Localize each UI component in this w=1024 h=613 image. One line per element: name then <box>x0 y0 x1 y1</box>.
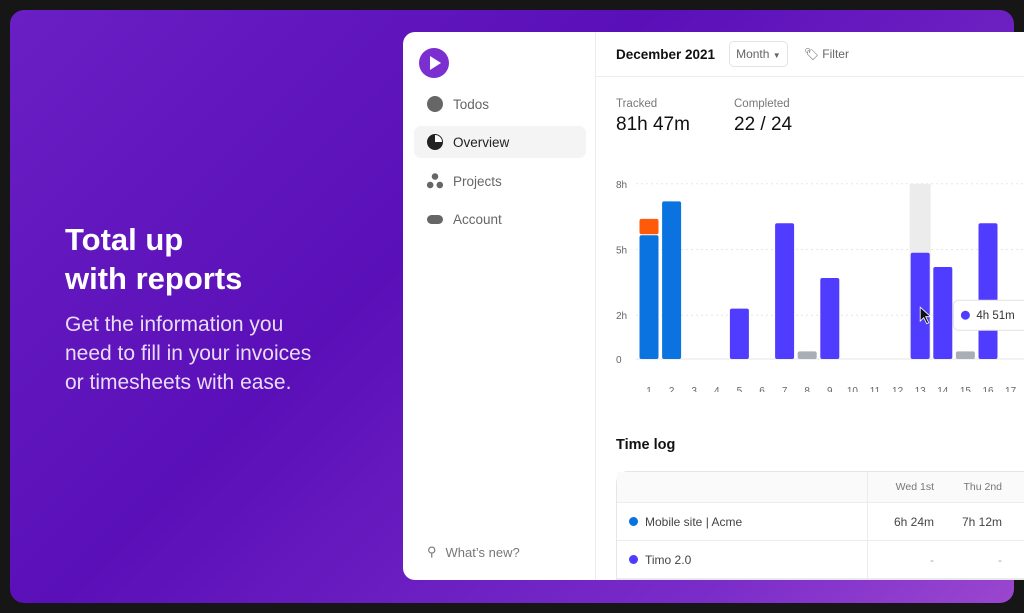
x-tick-label: 4 <box>714 386 720 392</box>
x-tick-label: 14 <box>937 386 949 392</box>
bar <box>639 218 659 235</box>
x-tick-label: 6 <box>759 386 765 392</box>
x-tick-label: 11 <box>870 386 881 392</box>
check-circle-icon <box>427 96 443 112</box>
bar <box>910 252 930 359</box>
tag-icon: 🏷︎ <box>803 47 819 61</box>
x-tick-label: 2 <box>669 386 675 392</box>
cell: - <box>930 552 934 567</box>
rocket-icon: ⚲ <box>427 544 437 559</box>
sidebar: Todos Overview Projects Account ⚲ What’s … <box>403 32 596 580</box>
y-tick-label: 8h <box>616 180 627 191</box>
y-tick-label: 2h <box>616 311 627 322</box>
project-color-dot <box>629 517 638 526</box>
x-tick-label: 9 <box>827 386 833 392</box>
hero: Total up with reports Get the informatio… <box>65 220 311 397</box>
x-tick-label: 17 <box>1005 386 1017 392</box>
completed-value: 22 / 24 <box>734 114 793 135</box>
cursor-icon <box>919 306 932 325</box>
sidebar-item-label: Projects <box>453 173 502 189</box>
tooltip-dot <box>960 310 970 320</box>
tooltip <box>952 299 1024 331</box>
sidebar-item-label: Overview <box>453 134 510 150</box>
tooltip-value: 4h 51m <box>976 310 1014 322</box>
cell: - <box>998 552 1002 567</box>
sidebar-item-overview[interactable]: Overview <box>414 126 586 158</box>
time-log-title: Time log <box>616 437 676 453</box>
completed-stat: Completed 22 / 24 <box>734 98 792 136</box>
range-select[interactable]: Month ▼ <box>729 41 788 67</box>
range-value: Month <box>736 47 770 61</box>
dots-icon <box>427 173 443 189</box>
x-tick-label: 10 <box>847 386 859 392</box>
pie-chart-icon <box>427 134 443 150</box>
whats-new-link[interactable]: ⚲ What’s new? <box>427 544 520 560</box>
table-header: Wed 1st Thu 2nd <box>617 472 1024 503</box>
table-row[interactable]: Mobile site | Acme 6h 24m 7h 12m <box>617 503 1024 541</box>
hero-title: Total up with reports <box>65 222 243 296</box>
bar <box>820 277 840 359</box>
app-logo[interactable] <box>419 48 449 78</box>
toggle-icon <box>427 214 443 224</box>
sidebar-item-label: Account <box>453 211 502 227</box>
tracked-label: Tracked <box>616 98 658 110</box>
bar <box>978 223 998 359</box>
table-row[interactable]: Timo 2.0 - - <box>617 541 1024 579</box>
bar <box>662 201 682 359</box>
project-name: Timo 2.0 <box>645 552 692 567</box>
x-tick-label: 7 <box>782 386 788 392</box>
cell: 6h 24m <box>893 514 934 529</box>
cell: 7h 12m <box>961 514 1002 529</box>
project-name: Mobile site | Acme <box>645 514 743 529</box>
filter-label: Filter <box>822 47 849 61</box>
x-tick-label: 8 <box>804 386 810 392</box>
y-tick-label: 5h <box>616 246 627 257</box>
main-content: December 2021 Month ▼ 🏷︎ Filter Tracked 8… <box>596 32 1024 580</box>
sidebar-item-projects[interactable]: Projects <box>414 165 586 197</box>
x-tick-label: 12 <box>892 386 904 392</box>
tracked-value: 81h 47m <box>616 114 690 135</box>
column-header: Thu 2nd <box>963 481 1002 493</box>
x-tick-label: 3 <box>691 386 697 392</box>
hero-subtitle: Get the information you need to fill in … <box>65 313 312 394</box>
x-tick-label: 5 <box>737 386 743 392</box>
sidebar-item-label: Todos <box>453 96 490 112</box>
y-tick-label: 0 <box>616 355 622 366</box>
sidebar-item-todos[interactable]: Todos <box>414 88 586 120</box>
completed-label: Completed <box>734 98 790 110</box>
filter-button[interactable]: 🏷︎ Filter <box>804 47 849 61</box>
app-window: Todos Overview Projects Account ⚲ What’s … <box>403 32 1024 580</box>
caret-down-icon: ▼ <box>772 51 781 60</box>
bar <box>955 351 975 359</box>
x-tick-label: 1 <box>646 386 652 392</box>
x-tick-label: 16 <box>982 386 994 392</box>
bar <box>933 267 953 359</box>
column-header: Wed 1st <box>895 481 934 493</box>
whats-new-label: What’s new? <box>445 544 520 560</box>
period-title: December 2021 <box>616 46 716 62</box>
sidebar-item-account[interactable]: Account <box>414 203 586 235</box>
bar <box>729 308 749 359</box>
tracked-stat: Tracked 81h 47m <box>616 98 690 136</box>
toolbar: December 2021 Month ▼ 🏷︎ Filter <box>596 32 1024 77</box>
bar <box>775 223 795 359</box>
bar <box>797 351 817 359</box>
project-color-dot <box>629 555 638 564</box>
time-log-table: Wed 1st Thu 2nd Mobile site | Acme 6h 24m 7… <box>616 471 1024 580</box>
x-tick-label: 15 <box>960 386 972 392</box>
bar <box>639 235 659 359</box>
x-tick-label: 13 <box>915 386 927 392</box>
